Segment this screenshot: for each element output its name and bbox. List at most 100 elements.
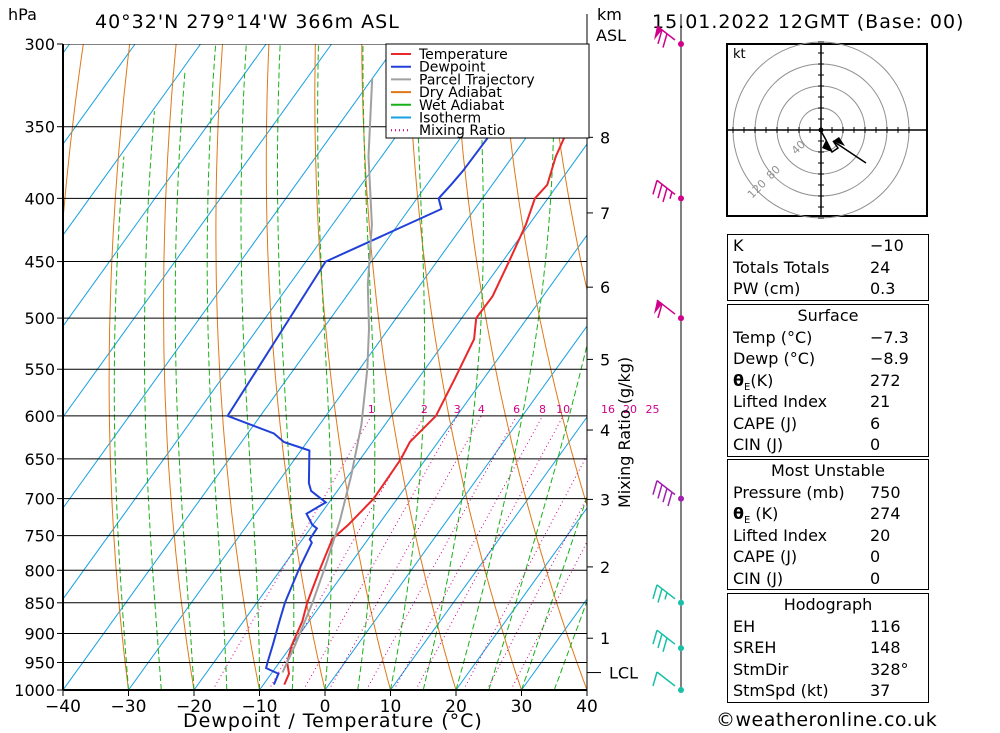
pw-value: 0.3	[870, 279, 896, 298]
pressure-tick-label: 900	[24, 624, 55, 643]
hodograph-stat-row: StmDir 328°	[728, 659, 928, 681]
most-unstable-value: 750	[870, 482, 901, 502]
hodograph-stat-value: 116	[870, 616, 901, 636]
temperature-tick-label: −40	[45, 697, 81, 717]
grid-lines	[0, 44, 1000, 690]
legend-entry: Mixing Ratio	[419, 123, 505, 139]
x-axis-title: Dewpoint / Temperature (°C)	[183, 710, 483, 732]
isotherm-line	[390, 416, 587, 690]
parcel-trajectory-curve	[281, 78, 374, 673]
most-unstable-label: CIN (J)	[733, 568, 784, 588]
wind-barb	[654, 299, 676, 319]
dry-adiabat-line	[361, 44, 457, 690]
storm-motion-arrow	[822, 140, 832, 152]
surface-label: Lifted Index	[733, 392, 828, 411]
wind-barb-dot	[678, 495, 684, 502]
most-unstable-value: 0	[870, 547, 881, 566]
axes: 3003504004505005506006507007508008509009…	[14, 14, 660, 717]
isotherm-line	[63, 44, 333, 418]
km-tick-label: 2	[600, 558, 610, 577]
mixing-ratio-label: 2	[421, 403, 428, 416]
wet-adiabat-line	[455, 44, 555, 690]
isotherm-line	[63, 44, 464, 600]
most-unstable-label: CAPE (J)	[733, 547, 798, 566]
dry-adiabat-line	[919, 44, 1000, 690]
pressure-tick-label: 550	[24, 360, 55, 379]
wind-barb	[652, 179, 676, 203]
hodograph-stat-row: SREH 148	[728, 637, 928, 659]
pressure-tick-label: 700	[24, 490, 55, 509]
surface-title: Surface	[797, 306, 859, 325]
wind-barb-dot	[678, 41, 684, 47]
isotherm-line	[193, 143, 587, 690]
hodograph-trace	[820, 130, 867, 164]
dry-adiabat-line	[163, 44, 195, 690]
legend-entry: Wet Adiabat	[419, 98, 505, 114]
credit-link[interactable]: ©weatheronline.co.uk	[716, 709, 938, 731]
wet-adiabat-line	[390, 44, 426, 690]
sounding-curves	[226, 44, 587, 685]
totals-totals-row: Totals Totals 24	[728, 257, 928, 279]
surface-label: Dewp (°C)	[733, 349, 816, 368]
mixing-ratio-label: 20	[623, 403, 637, 416]
legend-entry: Dry Adiabat	[419, 85, 502, 101]
wind-barb-dot	[678, 599, 684, 606]
wind-barb	[652, 584, 676, 603]
isotherm-line	[63, 44, 202, 236]
surface-label: CIN (J)	[733, 435, 784, 454]
pressure-tick-label: 300	[24, 35, 55, 54]
temperature-tick-label: −30	[111, 697, 147, 717]
hodograph-stat-label: StmDir	[733, 659, 789, 679]
indices-table: K −10 Totals Totals 24 PW (cm) 0.3	[727, 234, 929, 301]
pw-row: PW (cm) 0.3	[728, 278, 928, 300]
surface-value: −8.9	[870, 349, 909, 368]
isotherm-line	[63, 44, 529, 690]
surface-value: 6	[870, 413, 881, 433]
most-unstable-table: Most Unstable Pressure (mb) 750 θE (K) 274 L…	[727, 459, 929, 590]
mixing-ratio-label: 16	[601, 403, 615, 416]
wind-barb-dot	[678, 315, 684, 322]
pressure-tick-label: 450	[24, 253, 55, 272]
surface-row: Dewp (°C) −8.9	[728, 348, 928, 370]
surface-row: θE(K) 272	[728, 370, 928, 393]
surface-row: CAPE (J) 6	[728, 413, 928, 435]
pressure-tick-label: 850	[24, 594, 55, 613]
surface-label: θE(K)	[733, 370, 774, 393]
hodograph-stat-value: 37	[870, 681, 891, 700]
lcl-label: LCL	[609, 664, 638, 683]
hodograph-stat-row: EH 116	[728, 616, 928, 638]
most-unstable-value: 274	[870, 504, 901, 523]
hodograph-unit: kt	[733, 47, 746, 62]
pressure-tick-label: 800	[24, 561, 55, 580]
pressure-tick-label: 350	[24, 118, 55, 137]
hodograph-table-title: Hodograph	[783, 595, 873, 614]
dry-adiabat-line	[314, 44, 391, 690]
mixing-ratio-label: 8	[539, 403, 546, 416]
most-unstable-label: Pressure (mb)	[733, 482, 845, 502]
wet-adiabat-line	[277, 44, 295, 690]
surface-label: Temp (°C)	[733, 327, 813, 347]
most-unstable-value: 20	[870, 525, 891, 545]
dry-adiabat-line	[546, 44, 587, 293]
hodograph-stat-value: 148	[870, 638, 901, 657]
hodograph-stat-value: 328°	[870, 659, 909, 679]
dry-adiabat-line	[108, 44, 131, 690]
legend-entry: Isotherm	[419, 111, 481, 127]
hodograph-stat-label: StmSpd (kt)	[733, 681, 829, 700]
wind-barb	[652, 480, 676, 507]
dry-adiabat-line	[407, 44, 522, 690]
dewpoint-curve	[226, 44, 550, 685]
isotherm-line	[0, 44, 4, 690]
most-unstable-label: Lifted Index	[733, 525, 828, 545]
dry-adiabat-line	[454, 44, 587, 690]
wind-barb	[652, 629, 676, 652]
mixing-ratio-line	[328, 415, 482, 690]
km-tick-label: 7	[600, 204, 610, 223]
most-unstable-row: Lifted Index 20	[728, 525, 928, 547]
wet-adiabat-line	[240, 44, 260, 690]
wind-barb-dot	[678, 645, 684, 652]
surface-value: −7.3	[870, 327, 909, 347]
surface-value: 0	[870, 435, 881, 454]
